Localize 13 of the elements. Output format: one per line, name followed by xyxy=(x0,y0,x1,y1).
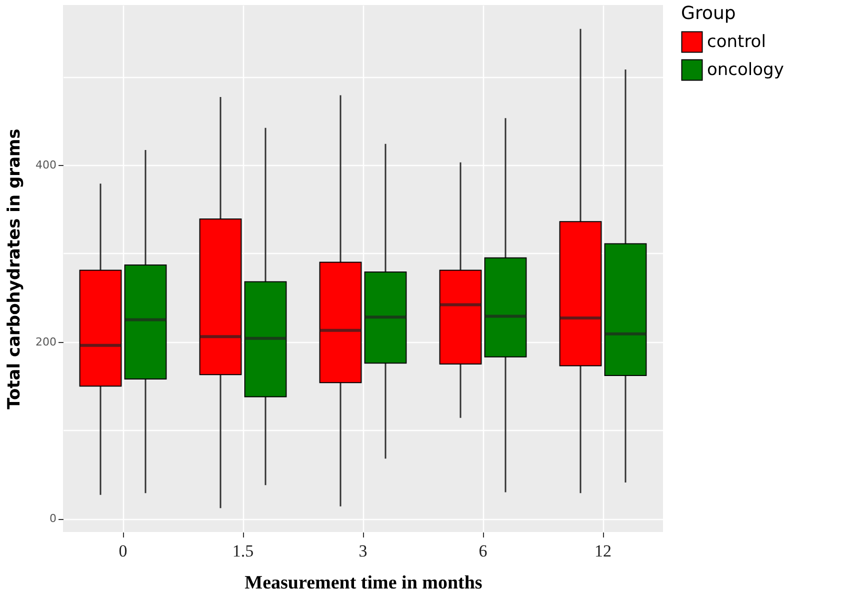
legend-title: Group xyxy=(681,3,736,24)
y-tick-label: 200 xyxy=(36,335,56,348)
x-tick-label: 0 xyxy=(118,542,128,560)
x-tick-label: 3 xyxy=(358,542,368,560)
x-tick-label: 12 xyxy=(594,542,612,560)
x-tick-label: 6 xyxy=(478,542,488,560)
x-tick-label: 1.5 xyxy=(232,542,254,560)
legend-label: control xyxy=(707,32,766,52)
y-tick-label: 400 xyxy=(36,158,56,172)
legend-label: oncology xyxy=(707,60,784,80)
y-axis-title: Total carbohydrates in grams xyxy=(4,128,25,410)
y-tick-label: 0 xyxy=(50,512,56,526)
x-axis-title: Measurement time in months xyxy=(244,572,482,594)
